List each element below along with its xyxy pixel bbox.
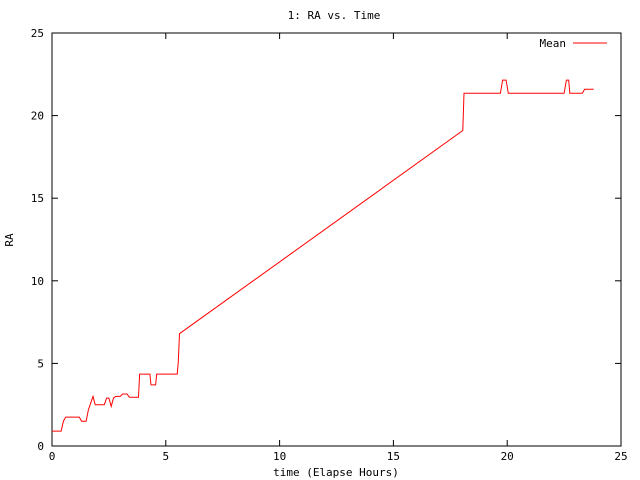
- plot-frame: [51, 32, 622, 447]
- y-tick-label: 20: [31, 110, 44, 123]
- y-tick-label: 5: [37, 357, 44, 370]
- x-tick-label: 5: [162, 450, 169, 463]
- x-tick-label: 15: [387, 450, 400, 463]
- x-tick-label: 20: [501, 450, 514, 463]
- y-axis-label: RA: [3, 233, 16, 247]
- series-layer: [52, 79, 594, 432]
- y-tick-label: 10: [31, 275, 44, 288]
- x-axis-label: time (Elapse Hours): [273, 466, 399, 479]
- y-tick-labels: 0 5 10 15 20 25: [31, 27, 44, 453]
- x-tick-label: 25: [614, 450, 627, 463]
- series-line-mean: [52, 79, 594, 432]
- axis-ticks: [51, 32, 622, 447]
- x-tick-labels: 0 5 10 15 20 25: [49, 450, 628, 463]
- chart-title: 1: RA vs. Time: [288, 9, 381, 22]
- legend-label-mean: Mean: [540, 37, 567, 50]
- x-tick-label: 0: [49, 450, 56, 463]
- y-tick-label: 15: [31, 192, 44, 205]
- x-tick-label: 10: [273, 450, 286, 463]
- legend: Mean: [540, 37, 607, 50]
- y-tick-label: 0: [37, 440, 44, 453]
- y-tick-label: 25: [31, 27, 44, 40]
